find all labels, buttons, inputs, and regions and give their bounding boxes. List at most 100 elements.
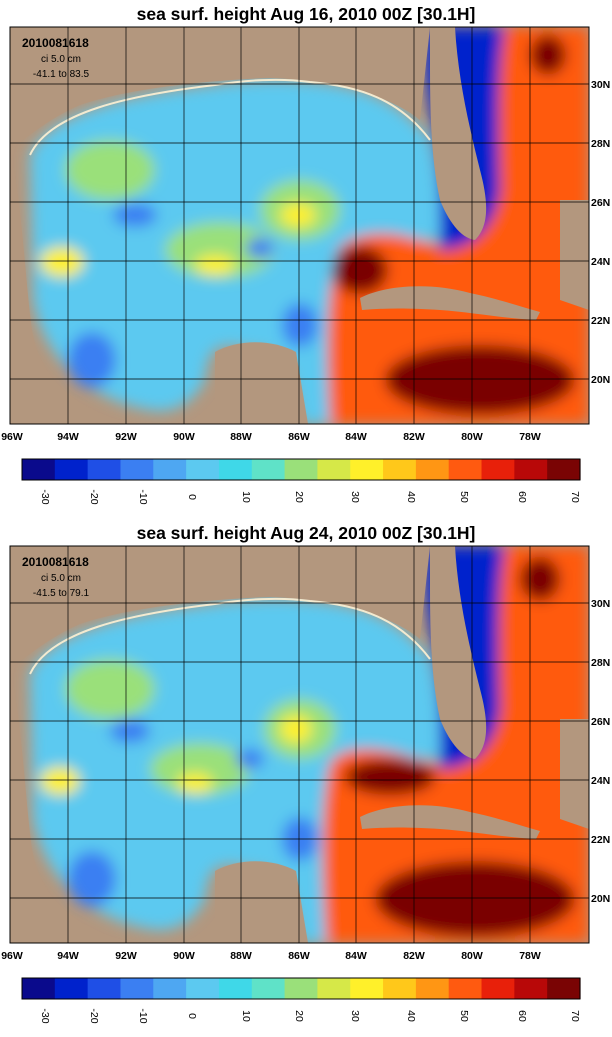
lat-label-24n: 24N: [591, 256, 610, 268]
yucatan-landmass: [215, 342, 308, 424]
mexico-coast: [10, 669, 140, 943]
lon-label-86w: 86W: [288, 431, 310, 443]
lat-label-22n: 22N: [591, 315, 610, 327]
lon-label-82w: 82W: [403, 431, 425, 443]
ssh-panel-aug24: sea surf. height Aug 24, 2010 00Z [30.1H…: [0, 519, 612, 1037]
ssh-field: [30, 27, 589, 424]
panel-svg: sea surf. height Aug 24, 2010 00Z [30.1H…: [1, 523, 610, 1024]
lat-label-20n: 20N: [591, 893, 610, 905]
lon-label-88w: 88W: [230, 950, 252, 962]
colorbar-cell: [383, 459, 417, 480]
map-frame: [9, 26, 590, 425]
lat-lon-grid: [10, 546, 589, 943]
bahamas-landmass: [560, 200, 589, 310]
value-range: -41.5 to 79.1: [33, 588, 90, 599]
lon-label-82w: 82W: [403, 950, 425, 962]
colorbar-cell: [87, 459, 122, 480]
lon-label-78w: 78W: [519, 431, 541, 443]
lat-label-20n: 20N: [591, 374, 610, 386]
cb-tick-m30: -30: [39, 489, 51, 504]
value-range: -41.1 to 83.5: [33, 69, 90, 80]
cb-tick-60: 60: [516, 1010, 528, 1022]
map-area: [10, 27, 589, 424]
colorbar-cell: [153, 459, 187, 480]
colorbar: -30 -20 -10 0 10 20 30 40 50 60 70: [21, 458, 581, 505]
run-date: 2010081618: [22, 36, 89, 50]
contour-interval: ci 5.0 cm: [41, 54, 81, 65]
lon-label-80w: 80W: [461, 431, 483, 443]
longitude-labels: 96W 94W 92W 90W 88W 86W 84W 82W 80W 78W: [1, 431, 541, 443]
cb-tick-30: 30: [349, 1010, 361, 1022]
lat-label-26n: 26N: [591, 716, 610, 728]
lat-label-24n: 24N: [591, 775, 610, 787]
cuba-landmass: [360, 805, 540, 839]
panel-svg: sea surf. height Aug 16, 2010 00Z [30.1H…: [1, 4, 610, 505]
cuba-landmass: [360, 286, 540, 320]
us-coast: [10, 546, 430, 669]
colorbar-cell: [186, 459, 220, 480]
colorbar-cell: [481, 459, 515, 480]
lon-label-84w: 84W: [345, 950, 367, 962]
cb-tick-m10: -10: [137, 1008, 149, 1023]
lon-label-88w: 88W: [230, 431, 252, 443]
cb-tick-70: 70: [569, 491, 581, 503]
colorbar-cell: [54, 978, 89, 999]
colorbar-cell: [186, 978, 220, 999]
colorbar-cell: [383, 978, 417, 999]
lon-label-84w: 84W: [345, 431, 367, 443]
colorbar-ticks: -30 -20 -10 0 10 20 30 40 50 60 70: [39, 1008, 581, 1023]
lat-label-30n: 30N: [591, 79, 610, 91]
lon-label-78w: 78W: [519, 950, 541, 962]
colorbar-cell: [87, 978, 122, 999]
cb-tick-40: 40: [405, 491, 417, 503]
lon-label-92w: 92W: [115, 431, 137, 443]
info-box: 2010081618 ci 5.0 cm -41.5 to 79.1: [22, 555, 90, 599]
cb-tick-m20: -20: [88, 1008, 100, 1023]
lon-label-96w: 96W: [1, 950, 23, 962]
colorbar-cell: [448, 978, 483, 999]
colorbar-cell: [218, 978, 253, 999]
colorbar-cell: [514, 459, 548, 480]
bahamas-landmass: [560, 719, 589, 829]
colorbar-cell: [415, 459, 450, 480]
cb-tick-m20: -20: [88, 489, 100, 504]
lon-label-86w: 86W: [288, 950, 310, 962]
lon-label-94w: 94W: [57, 431, 79, 443]
colorbar-cell: [350, 459, 384, 480]
lat-label-26n: 26N: [591, 197, 610, 209]
colorbar-cells: [22, 459, 581, 480]
cb-tick-10: 10: [240, 491, 252, 503]
lon-label-96w: 96W: [1, 431, 23, 443]
run-date: 2010081618: [22, 555, 89, 569]
colorbar-cell: [350, 978, 384, 999]
lon-label-90w: 90W: [173, 431, 195, 443]
lat-label-28n: 28N: [591, 657, 610, 669]
colorbar-cell: [22, 459, 56, 480]
cb-tick-60: 60: [516, 491, 528, 503]
cb-tick-m30: -30: [39, 1008, 51, 1023]
cb-tick-50: 50: [458, 491, 470, 503]
cb-tick-50: 50: [458, 1010, 470, 1022]
us-coast: [10, 27, 430, 150]
longitude-labels: 96W 94W 92W 90W 88W 86W 84W 82W 80W 78W: [1, 950, 541, 962]
mexico-coast: [10, 150, 140, 424]
lon-label-92w: 92W: [115, 950, 137, 962]
colorbar-cell: [22, 978, 56, 999]
colorbar-cell: [481, 978, 515, 999]
cb-tick-0: 0: [186, 1013, 198, 1019]
coastline: [29, 597, 431, 675]
ssh-field: [30, 546, 589, 943]
lat-label-22n: 22N: [591, 834, 610, 846]
colorbar-cell: [448, 459, 483, 480]
lat-label-28n: 28N: [591, 138, 610, 150]
colorbar-cells: [22, 978, 581, 999]
lon-label-94w: 94W: [57, 950, 79, 962]
panel-title: sea surf. height Aug 24, 2010 00Z [30.1H…: [137, 523, 476, 543]
colorbar: -30 -20 -10 0 10 20 30 40 50 60 70: [21, 977, 581, 1024]
lon-label-90w: 90W: [173, 950, 195, 962]
latitude-labels: 30N 28N 26N 24N 22N 20N: [591, 79, 610, 386]
colorbar-cell: [54, 459, 89, 480]
colorbar-cell: [120, 459, 154, 480]
colorbar-cell: [251, 459, 286, 480]
colorbar-cell: [514, 978, 548, 999]
